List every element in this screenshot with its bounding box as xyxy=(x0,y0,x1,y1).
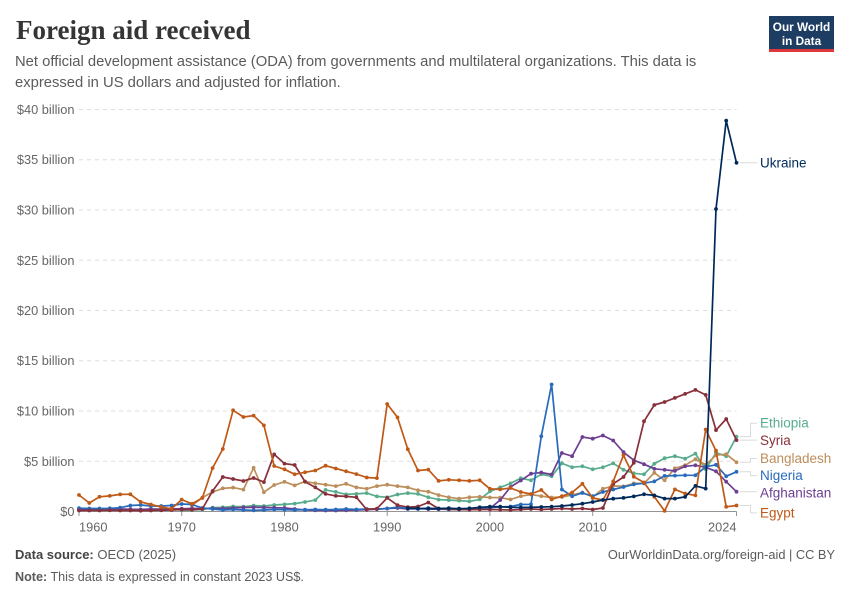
svg-text:Ethiopia: Ethiopia xyxy=(760,416,809,431)
svg-text:$5 billion: $5 billion xyxy=(24,454,75,469)
svg-text:1980: 1980 xyxy=(270,520,298,535)
svg-text:Syria: Syria xyxy=(760,433,791,448)
svg-text:Bangladesh: Bangladesh xyxy=(760,451,831,466)
svg-text:1970: 1970 xyxy=(167,520,195,535)
svg-text:$30 billion: $30 billion xyxy=(17,203,75,218)
svg-text:1960: 1960 xyxy=(79,520,107,535)
svg-text:$15 billion: $15 billion xyxy=(17,353,75,368)
svg-text:Afghanistan: Afghanistan xyxy=(760,486,831,501)
svg-text:2010: 2010 xyxy=(578,520,606,535)
svg-text:2000: 2000 xyxy=(476,520,504,535)
svg-text:$10 billion: $10 billion xyxy=(17,404,75,419)
svg-text:$20 billion: $20 billion xyxy=(17,303,75,318)
svg-text:Egypt: Egypt xyxy=(760,505,795,520)
svg-text:$0: $0 xyxy=(60,504,74,519)
svg-text:2024: 2024 xyxy=(708,520,736,535)
svg-text:$40 billion: $40 billion xyxy=(17,102,75,117)
svg-text:Ukraine: Ukraine xyxy=(760,156,807,171)
svg-text:$35 billion: $35 billion xyxy=(17,152,75,167)
svg-text:1990: 1990 xyxy=(373,520,401,535)
svg-text:Nigeria: Nigeria xyxy=(760,468,803,483)
svg-text:$25 billion: $25 billion xyxy=(17,253,75,268)
